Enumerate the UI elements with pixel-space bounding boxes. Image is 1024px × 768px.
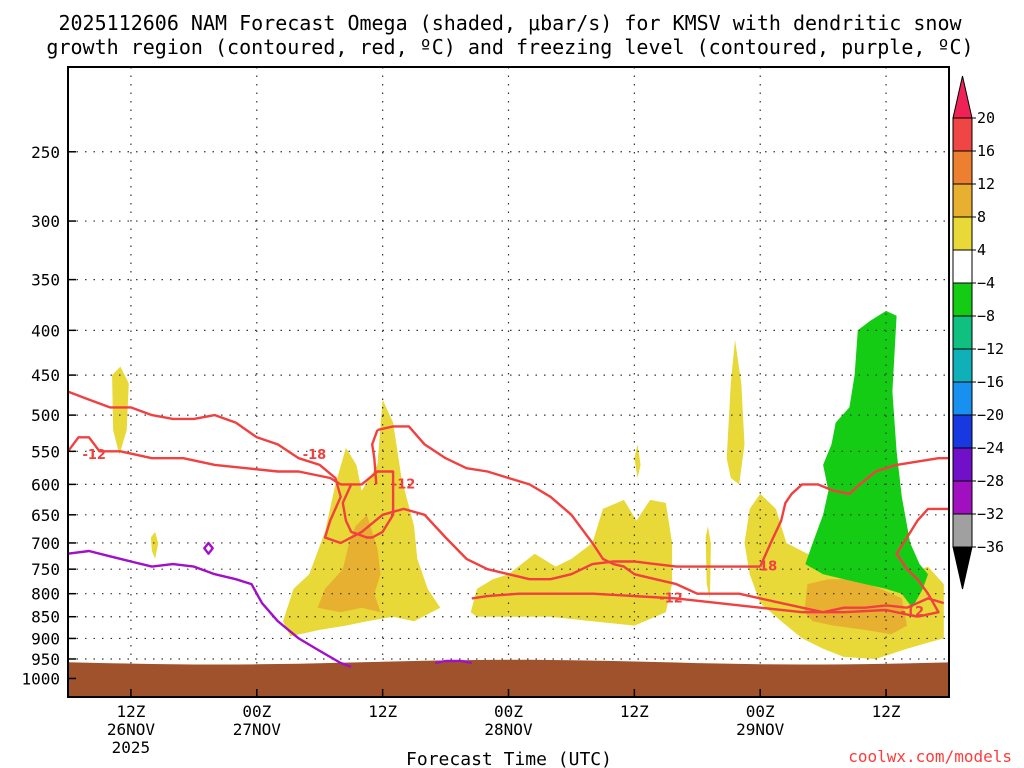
colorbar-band-0	[952, 117, 973, 152]
y-tick-label-550: 550	[31, 442, 60, 461]
colorbar: 20 16 12 8 4 −4 −8 −12 −16 −20 −24 −28 −32 −36	[952, 75, 1004, 590]
title-line-2: growth region (contoured, red, ºC) and f…	[46, 35, 973, 59]
terrain	[68, 659, 949, 697]
colorbar-label-13: −36	[977, 538, 1004, 556]
omega-region-1	[150, 531, 159, 559]
colorbar-band-7	[952, 348, 973, 383]
colorbar-label-3: 8	[977, 208, 986, 226]
y-tick-label-400: 400	[31, 321, 60, 340]
colorbar-top-arrow	[952, 75, 973, 119]
x-tick-date-66: 29NOV	[736, 720, 785, 739]
y-tick-label-300: 300	[31, 212, 60, 231]
omega-region-5	[705, 526, 711, 599]
colorbar-label-11: −28	[977, 472, 1004, 490]
x-tick-date-18: 27NOV	[233, 720, 282, 739]
terrain-fill	[68, 659, 949, 697]
y-tick-label-500: 500	[31, 406, 60, 425]
contour-8	[203, 541, 214, 555]
y-tick-label-750: 750	[31, 560, 60, 579]
omega-region-6	[726, 339, 745, 485]
colorbar-label-12: −32	[977, 505, 1004, 523]
grid	[68, 67, 949, 697]
colorbar-label-2: 12	[977, 175, 995, 193]
colorbar-label-4: 4	[977, 241, 986, 259]
omega-region-2	[283, 399, 441, 637]
y-tick-label-900: 900	[31, 629, 60, 648]
contour-1	[759, 457, 949, 568]
y-axis: 250 300 350 400 450 500 550 600 650 700 750 800 850 9…	[21, 143, 76, 688]
y-tick-label-450: 450	[31, 366, 60, 385]
colorbar-band-10	[952, 447, 973, 482]
x-tick-date-42: 28NOV	[484, 720, 533, 739]
omega-region-8	[317, 514, 381, 613]
colorbar-band-5	[952, 282, 973, 317]
y-tick-label-250: 250	[31, 143, 60, 162]
omega-region-4	[634, 444, 641, 478]
y-tick-label-800: 800	[31, 585, 60, 604]
title-line-1: 2025112606 NAM Forecast Omega (shaded, μ…	[58, 11, 962, 35]
x-tick-label-54: 12Z	[620, 702, 649, 721]
colorbar-band-2	[952, 183, 973, 218]
y-tick-label-1000: 1000	[21, 669, 60, 688]
contour-9	[434, 659, 473, 665]
y-tick-label-700: 700	[31, 534, 60, 553]
colorbar-band-1	[952, 150, 973, 185]
contour-label-2-1: -12	[392, 477, 416, 492]
y-tick-label-950: 950	[31, 650, 60, 669]
x-tick-label-78: 12Z	[872, 702, 901, 721]
contours: -18-18-12-12-12-12	[67, 390, 949, 669]
colorbar-band-3	[952, 216, 973, 251]
x-tick-label-42: 00Z	[494, 702, 523, 721]
y-tick-label-850: 850	[31, 608, 60, 627]
contour-0	[67, 390, 761, 581]
contour-7	[67, 549, 352, 669]
x-tick-label-6: 12Z	[116, 702, 145, 721]
y-tick-label-650: 650	[31, 506, 60, 525]
colorbar-label-7: −12	[977, 340, 1004, 358]
colorbar-band-12	[952, 513, 973, 548]
colorbar-label-6: −8	[977, 307, 995, 325]
x-axis-title: Forecast Time (UTC)	[406, 749, 612, 768]
credit-text: coolwx.com/models	[848, 747, 1012, 766]
x-tick-label-18: 00Z	[242, 702, 271, 721]
y-tick-label-350: 350	[31, 271, 60, 290]
colorbar-band-6	[952, 315, 973, 350]
omega-region-0	[112, 366, 129, 455]
colorbar-band-4	[952, 249, 973, 284]
contour-2	[67, 436, 395, 539]
contour-5	[471, 592, 918, 618]
colorbar-label-10: −24	[977, 439, 1004, 457]
colorbar-label-5: −4	[977, 274, 995, 292]
y-tick-label-600: 600	[31, 475, 60, 494]
contour-label-0-0: -18	[303, 448, 327, 463]
x-tick-label-66: 00Z	[746, 702, 775, 721]
colorbar-band-8	[952, 381, 973, 416]
contour-3	[377, 425, 945, 614]
colorbar-label-9: −20	[977, 406, 1004, 424]
colorbar-label-1: 16	[977, 142, 995, 160]
contour-label-0-1: -18	[754, 560, 778, 575]
x-tick-year-6: 2025	[112, 738, 151, 757]
x-tick-label-30: 12Z	[368, 702, 397, 721]
colorbar-band-9	[952, 414, 973, 449]
x-tick-date-6: 26NOV	[107, 720, 156, 739]
omega-region-10	[805, 310, 928, 608]
contour-4	[371, 429, 379, 485]
contour-label-2-0: -12	[82, 448, 106, 463]
title-group: 2025112606 NAM Forecast Omega (shaded, μ…	[46, 11, 973, 59]
contour-6	[895, 507, 949, 618]
colorbar-bottom-arrow	[952, 546, 973, 590]
colorbar-label-0: 20	[977, 109, 995, 127]
colorbar-label-8: −16	[977, 373, 1004, 391]
colorbar-band-11	[952, 480, 973, 515]
